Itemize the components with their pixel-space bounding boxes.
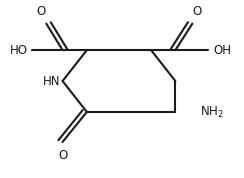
Text: O: O — [37, 5, 46, 18]
Text: O: O — [58, 149, 67, 162]
Text: HN: HN — [43, 75, 60, 88]
Text: OH: OH — [213, 44, 231, 57]
Text: NH$_2$: NH$_2$ — [200, 104, 224, 119]
Text: O: O — [193, 5, 202, 18]
Text: HO: HO — [9, 44, 27, 57]
